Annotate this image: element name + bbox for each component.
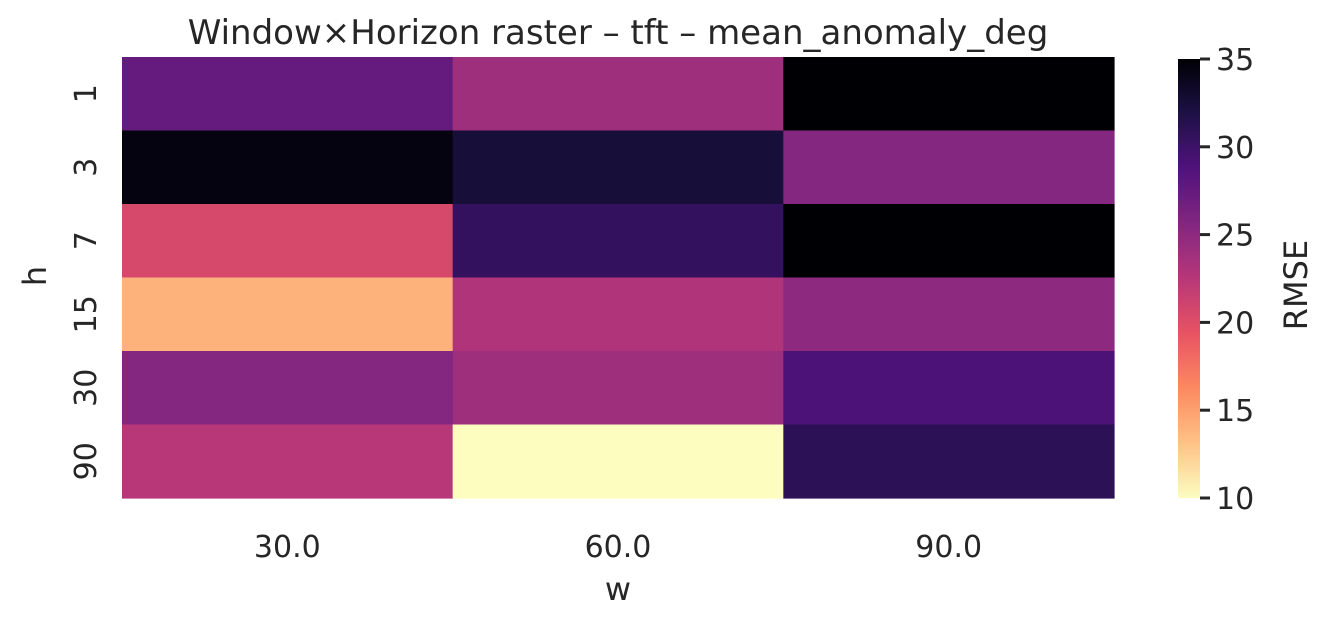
- y-tick-label: 1: [69, 84, 104, 103]
- heatmap-cell: [122, 57, 454, 132]
- colorbar-tick-label: 30: [1216, 131, 1254, 166]
- colorbar-tick-label: 35: [1216, 43, 1254, 78]
- y-axis-label: h: [16, 266, 54, 286]
- heatmap-cell: [122, 277, 454, 352]
- x-tick-label: 30.0: [254, 530, 321, 565]
- heatmap-cell: [783, 130, 1115, 205]
- heatmap-cell: [122, 424, 454, 499]
- colorbar-ticks: 10 15 20 25 30 35: [1200, 43, 1254, 517]
- y-tick-label: 90: [69, 442, 104, 480]
- y-tick-label: 15: [69, 295, 104, 333]
- heatmap-cell: [783, 424, 1115, 499]
- heatmap-cell: [452, 57, 784, 132]
- x-tick-labels: 30.0 60.0 90.0: [254, 530, 982, 565]
- colorbar-tick-label: 10: [1216, 482, 1254, 517]
- heatmap-cell: [122, 351, 454, 426]
- heatmap-cells: [122, 57, 1115, 499]
- heatmap-cell: [452, 424, 784, 499]
- heatmap-cell: [122, 130, 454, 205]
- x-tick-label: 90.0: [915, 530, 982, 565]
- y-tick-labels: 1 3 7 15 30 90: [69, 84, 104, 480]
- colorbar-label: RMSE: [1277, 240, 1315, 330]
- chart-title: Window×Horizon raster – tft – mean_anoma…: [188, 13, 1049, 53]
- colorbar-tick-label: 15: [1216, 394, 1254, 429]
- heatmap-cell: [783, 277, 1115, 352]
- heatmap-cell: [783, 57, 1115, 132]
- colorbar-tick-label: 25: [1216, 219, 1254, 254]
- heatmap-cell: [452, 204, 784, 279]
- x-tick-label: 60.0: [585, 530, 652, 565]
- heatmap-cell: [452, 351, 784, 426]
- heatmap-cell: [452, 130, 784, 205]
- y-tick-label: 3: [69, 158, 104, 177]
- heatmap-cell: [783, 351, 1115, 426]
- heatmap-cell: [783, 204, 1115, 279]
- y-tick-label: 7: [69, 231, 104, 250]
- heatmap-cell: [122, 204, 454, 279]
- colorbar: [1178, 59, 1200, 498]
- heatmap-cell: [452, 277, 784, 352]
- y-tick-label: 30: [69, 369, 104, 407]
- colorbar-tick-label: 20: [1216, 306, 1254, 341]
- x-axis-label: w: [605, 570, 631, 608]
